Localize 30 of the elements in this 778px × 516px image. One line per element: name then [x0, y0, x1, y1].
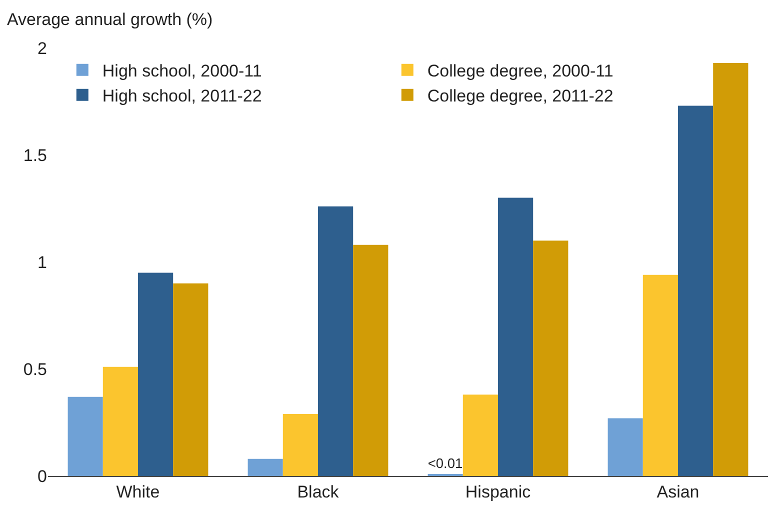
bar	[462, 394, 498, 476]
bar	[173, 283, 208, 476]
bar	[498, 198, 534, 476]
y-tick-label: 0	[38, 466, 47, 486]
bar	[713, 62, 748, 476]
x-tick-label: Hispanic	[465, 482, 532, 502]
bar	[102, 366, 138, 476]
bar	[353, 244, 388, 476]
y-tick-label: 0.5	[23, 360, 47, 379]
bar	[248, 458, 283, 476]
y-tick-label: 2	[38, 38, 47, 58]
y-tick-label: 1	[38, 252, 47, 272]
data-label: <0.01	[428, 456, 463, 472]
bar	[318, 206, 354, 476]
y-axis-title: Average annual growth (%)	[7, 10, 213, 29]
bar	[533, 240, 568, 476]
legend-label: College degree, 2011-22	[427, 86, 614, 106]
legend-label: High school, 2011-22	[102, 86, 262, 106]
bar	[282, 414, 318, 476]
legend-label: College degree, 2000-11	[427, 61, 614, 80]
x-tick-label: White	[116, 482, 160, 502]
x-tick-label: Black	[297, 482, 340, 502]
bar	[68, 396, 103, 476]
legend-label: High school, 2000-11	[102, 61, 262, 80]
bar	[608, 418, 643, 476]
x-tick-label: Asian	[656, 482, 700, 502]
bar	[138, 272, 174, 476]
bar	[678, 106, 714, 476]
y-tick-label: 1.5	[23, 146, 47, 165]
bar	[642, 274, 678, 476]
